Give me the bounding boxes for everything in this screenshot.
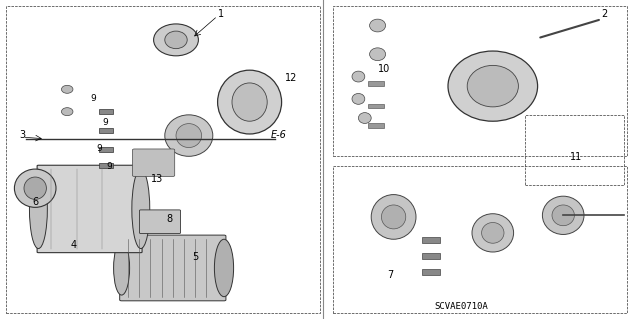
Ellipse shape: [358, 113, 371, 123]
Bar: [99, 163, 113, 168]
Text: 4: 4: [70, 240, 77, 250]
Ellipse shape: [370, 19, 385, 32]
Text: 1: 1: [218, 9, 224, 19]
Text: 5: 5: [192, 252, 198, 262]
Ellipse shape: [472, 214, 514, 252]
FancyBboxPatch shape: [120, 235, 226, 301]
Ellipse shape: [24, 177, 47, 199]
Ellipse shape: [352, 71, 365, 82]
Text: 6: 6: [32, 197, 38, 207]
Ellipse shape: [15, 169, 56, 207]
Ellipse shape: [218, 70, 282, 134]
Ellipse shape: [352, 93, 365, 104]
Ellipse shape: [61, 85, 73, 93]
Ellipse shape: [232, 83, 268, 121]
Text: 9: 9: [90, 94, 95, 103]
Ellipse shape: [448, 51, 538, 121]
Bar: [422, 237, 440, 243]
Bar: [333, 6, 627, 156]
Ellipse shape: [370, 48, 385, 61]
Ellipse shape: [381, 205, 406, 229]
Text: 8: 8: [166, 213, 173, 224]
Ellipse shape: [154, 24, 198, 56]
Bar: [99, 147, 113, 152]
Bar: [422, 269, 440, 275]
Text: 7: 7: [387, 270, 394, 280]
Ellipse shape: [165, 31, 188, 48]
Text: 9: 9: [97, 144, 102, 153]
Text: 2: 2: [602, 9, 608, 19]
Text: 10: 10: [378, 63, 390, 74]
Text: 12: 12: [285, 73, 298, 83]
Bar: [368, 104, 384, 108]
Bar: [6, 6, 320, 313]
Ellipse shape: [114, 241, 129, 295]
Bar: [368, 123, 384, 128]
Bar: [99, 128, 113, 133]
Ellipse shape: [61, 108, 73, 116]
Ellipse shape: [214, 239, 234, 297]
Text: 13: 13: [150, 174, 163, 184]
Ellipse shape: [132, 169, 150, 249]
Ellipse shape: [371, 195, 416, 239]
Bar: [422, 253, 440, 259]
FancyBboxPatch shape: [140, 210, 180, 234]
Ellipse shape: [481, 223, 504, 243]
Ellipse shape: [165, 115, 212, 156]
Ellipse shape: [552, 205, 575, 226]
Text: SCVAE0710A: SCVAE0710A: [434, 302, 488, 311]
Bar: [368, 81, 384, 86]
Text: E-6: E-6: [271, 130, 286, 140]
Ellipse shape: [543, 196, 584, 234]
FancyBboxPatch shape: [37, 165, 142, 253]
Ellipse shape: [176, 124, 202, 148]
Text: 3: 3: [19, 130, 26, 140]
FancyBboxPatch shape: [132, 149, 175, 176]
Bar: [99, 109, 113, 114]
Ellipse shape: [467, 65, 518, 107]
Bar: [525, 115, 624, 185]
Text: 9: 9: [106, 162, 111, 171]
Text: 11: 11: [570, 152, 582, 162]
Text: 9: 9: [103, 118, 108, 127]
Bar: [333, 166, 627, 313]
Ellipse shape: [29, 169, 47, 249]
